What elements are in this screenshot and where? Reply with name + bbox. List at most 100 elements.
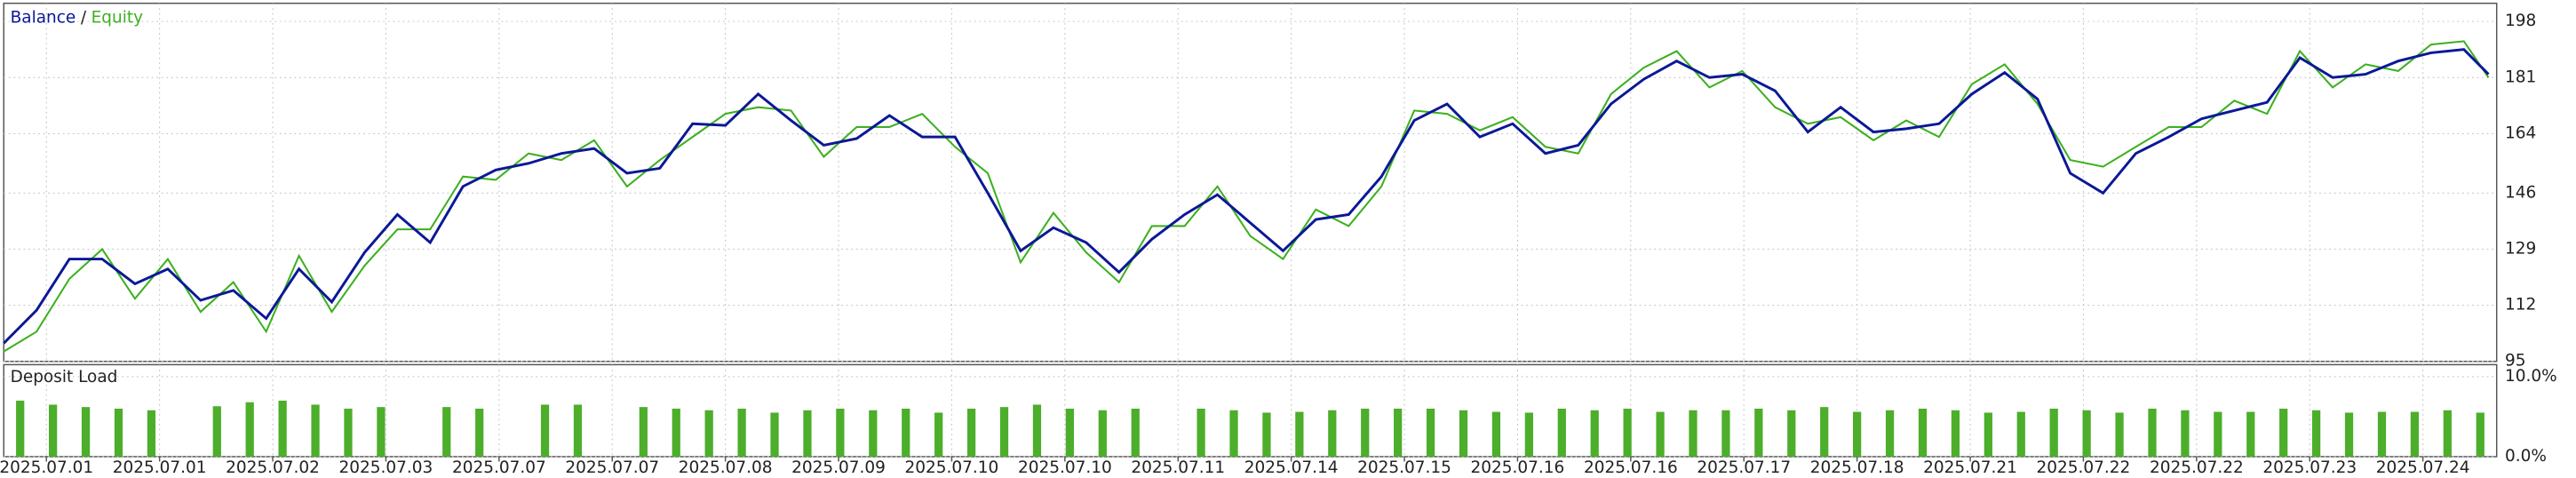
- x-tick-label: 2025.07.15: [1357, 458, 1451, 477]
- bar: [1197, 408, 1205, 457]
- y-tick-label: 164: [2505, 123, 2536, 142]
- y-tick-label: 95: [2505, 352, 2526, 370]
- bar: [1951, 410, 1960, 457]
- bar: [1262, 412, 1271, 457]
- bar: [573, 404, 583, 457]
- bar: [2311, 410, 2321, 457]
- bar: [770, 412, 779, 457]
- x-tick-label: 2025.07.01: [113, 458, 207, 477]
- bar: [737, 408, 746, 457]
- x-tick-label: 2025.07.16: [1584, 458, 1678, 477]
- bar: [1328, 410, 1337, 457]
- bar: [2476, 412, 2485, 457]
- legend-separator: /: [81, 8, 87, 27]
- x-tick-label: 2025.07.24: [2376, 458, 2470, 477]
- bar: [1131, 408, 1140, 457]
- x-tick-label: 2025.07.07: [452, 458, 546, 477]
- x-tick-label: 2025.07.16: [1471, 458, 1565, 477]
- x-tick-label: 2025.07.10: [1018, 458, 1112, 477]
- legend-entry: Balance: [11, 8, 76, 27]
- bar: [475, 408, 484, 457]
- bar: [1885, 410, 1895, 457]
- bar: [212, 406, 221, 457]
- bar: [2016, 411, 2025, 457]
- bar: [1853, 411, 1862, 457]
- bar: [2410, 411, 2420, 457]
- bar: [311, 404, 320, 457]
- x-tick-label: 2025.07.14: [1244, 458, 1339, 477]
- bar: [2344, 412, 2354, 457]
- bar: [1984, 412, 1992, 457]
- bar: [2443, 410, 2452, 457]
- x-tick-label: 2025.07.08: [679, 458, 773, 477]
- bar: [2214, 411, 2222, 457]
- x-tick-label: 2025.07.11: [1131, 458, 1225, 477]
- x-tick-label: 2025.07.02: [226, 458, 320, 477]
- bar: [1361, 408, 1370, 457]
- bar: [672, 408, 680, 457]
- bar: [377, 407, 386, 457]
- x-tick-label: 2025.07.10: [905, 458, 999, 477]
- y-tick-label: 10.0%: [2505, 367, 2557, 386]
- legend-entry: Equity: [91, 8, 143, 27]
- bar: [2148, 408, 2157, 457]
- bar: [902, 408, 910, 457]
- bar: [16, 400, 25, 457]
- bar: [1098, 410, 1107, 457]
- series-line: [3, 40, 2490, 353]
- x-tick-label: 2025.07.23: [2262, 458, 2357, 477]
- x-tick-label: 2025.07.18: [1810, 458, 1904, 477]
- panel-title: Deposit Load: [11, 368, 118, 386]
- bar: [2181, 410, 2190, 457]
- bar: [803, 410, 812, 457]
- bar: [147, 410, 156, 457]
- price-panel-frame: [3, 2, 2498, 362]
- bar: [1656, 411, 1665, 457]
- bar: [1491, 411, 1501, 457]
- x-tick-label: 2025.07.17: [1697, 458, 1791, 477]
- bar: [2279, 408, 2288, 457]
- bar: [1426, 408, 1435, 457]
- bar: [540, 404, 550, 457]
- bar: [1394, 408, 1403, 457]
- y-tick-label: 129: [2505, 239, 2536, 258]
- bar: [1557, 408, 1566, 457]
- y-tick-label: 0.0%: [2505, 447, 2547, 466]
- bar: [1229, 410, 1238, 457]
- x-tick-label: 2025.07.22: [2150, 458, 2244, 477]
- bar: [49, 404, 58, 457]
- bar: [1787, 410, 1796, 457]
- bar: [934, 412, 943, 457]
- bar: [1459, 410, 1468, 457]
- bar: [1295, 411, 1304, 457]
- bar: [245, 402, 254, 457]
- bar: [966, 408, 976, 457]
- bar: [1918, 408, 1928, 457]
- bar: [2246, 411, 2255, 457]
- bar: [639, 407, 648, 457]
- x-tick-label: 2025.07.21: [1923, 458, 2017, 477]
- x-tick-label: 2025.07.09: [791, 458, 886, 477]
- y-tick-label: 112: [2505, 296, 2536, 315]
- bar: [1721, 410, 1730, 457]
- bar: [704, 410, 713, 457]
- y-tick-label: 181: [2505, 68, 2536, 86]
- bar: [1524, 412, 1533, 457]
- y-tick-label: 198: [2505, 12, 2536, 30]
- bar: [1754, 408, 1763, 457]
- bar: [1032, 404, 1042, 457]
- x-tick-label: 2025.07.22: [2037, 458, 2131, 477]
- x-tick-label: 2025.07.07: [565, 458, 659, 477]
- bar: [999, 407, 1009, 457]
- bar: [1623, 408, 1632, 457]
- bar: [869, 410, 878, 457]
- bar: [2115, 412, 2124, 457]
- bar: [278, 400, 287, 457]
- x-tick-label: 2025.07.03: [339, 458, 433, 477]
- y-tick-label: 146: [2505, 183, 2536, 202]
- bar: [442, 407, 451, 457]
- bar: [836, 408, 845, 457]
- x-tick-label: 2025.07.01: [0, 458, 93, 477]
- bar: [114, 408, 123, 457]
